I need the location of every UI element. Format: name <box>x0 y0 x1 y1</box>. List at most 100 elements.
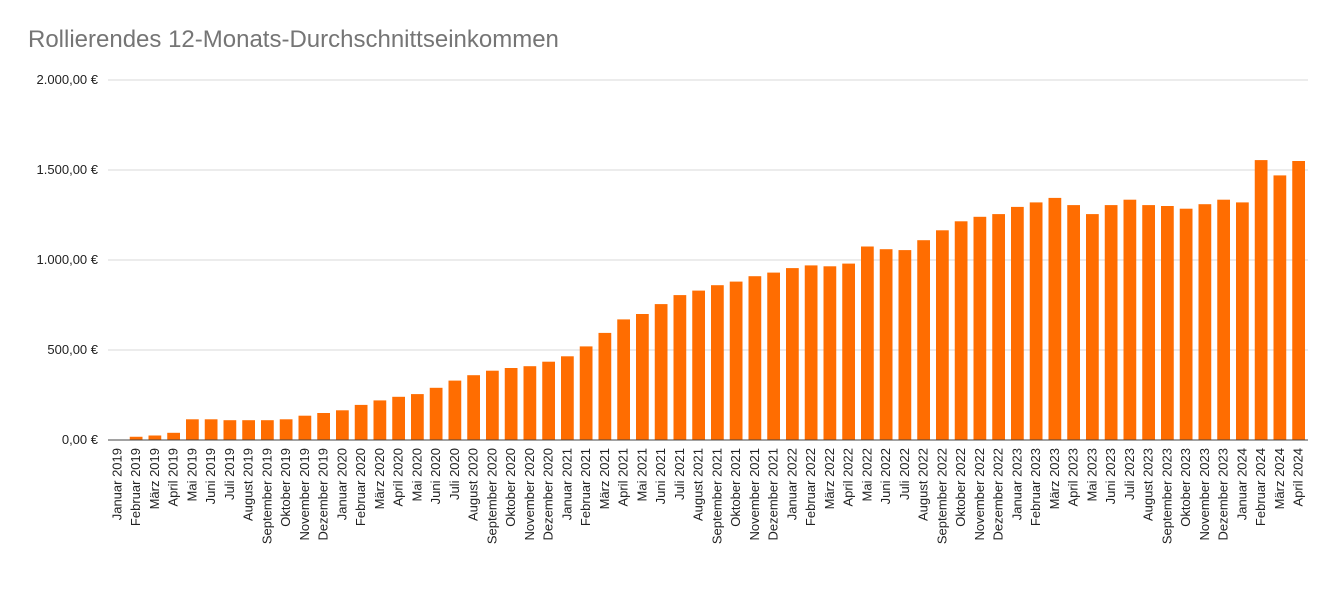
bar <box>373 400 387 440</box>
x-tick-label: April 2023 <box>1066 448 1081 507</box>
x-tick-label: Juni 2023 <box>1103 448 1118 504</box>
bar <box>879 249 893 440</box>
x-tick-label: September 2020 <box>484 448 499 544</box>
y-tick-label: 500,00 € <box>47 342 98 357</box>
chart-title: Rollierendes 12-Monats-Durchschnittseink… <box>28 26 559 53</box>
bar <box>1161 206 1174 440</box>
bar <box>186 419 199 440</box>
bar <box>729 281 743 440</box>
bar <box>636 314 649 440</box>
bar <box>261 420 274 440</box>
x-tick-label: Oktober 2020 <box>503 448 518 527</box>
bar <box>654 304 668 440</box>
x-tick-label: Februar 2023 <box>1028 448 1043 526</box>
x-tick-label: Januar 2024 <box>1234 448 1249 520</box>
bar <box>1086 214 1099 440</box>
bar <box>898 250 912 440</box>
x-tick-label: Februar 2019 <box>128 448 143 526</box>
bar <box>954 221 968 440</box>
bar <box>504 368 518 440</box>
x-tick-label: Mai 2020 <box>409 448 424 501</box>
x-tick-label: Mai 2021 <box>634 448 649 501</box>
x-tick-label: Januar 2023 <box>1009 448 1024 520</box>
bar <box>429 387 443 440</box>
x-tick-label: Mai 2019 <box>184 448 199 501</box>
x-tick-label: Dezember 2021 <box>766 448 781 541</box>
bar <box>1029 202 1043 440</box>
bar <box>804 265 818 440</box>
bar <box>223 420 237 440</box>
bar <box>1104 205 1118 440</box>
bars <box>129 160 1305 440</box>
x-tick-label: Februar 2020 <box>353 448 368 526</box>
x-tick-label: November 2019 <box>297 448 312 541</box>
x-tick-label: August 2022 <box>916 448 931 521</box>
bar <box>767 272 780 440</box>
bar <box>148 435 162 440</box>
bar <box>579 346 593 440</box>
x-tick-label: Juli 2021 <box>672 448 687 500</box>
bar <box>673 295 687 440</box>
bar <box>486 370 499 440</box>
x-tick-label: Oktober 2019 <box>278 448 293 527</box>
x-tick-label: Dezember 2019 <box>316 448 331 541</box>
x-tick-label: November 2020 <box>522 448 537 541</box>
bar <box>786 268 799 440</box>
x-tick-label: August 2021 <box>691 448 706 521</box>
bar <box>692 290 705 440</box>
x-tick-label: Juli 2022 <box>897 448 912 500</box>
x-tick-label: Februar 2024 <box>1253 448 1268 526</box>
x-tick-label: August 2023 <box>1141 448 1156 521</box>
x-tick-label: Juni 2020 <box>428 448 443 504</box>
bar <box>973 216 987 440</box>
x-tick-label: März 2024 <box>1272 448 1287 509</box>
y-tick-label: 0,00 € <box>62 432 99 447</box>
x-tick-label: Februar 2021 <box>578 448 593 526</box>
x-tick-label: April 2022 <box>841 448 856 507</box>
bar <box>298 415 312 440</box>
bar <box>711 285 724 440</box>
x-tick-label: Juni 2019 <box>203 448 218 504</box>
x-tick-label: September 2023 <box>1159 448 1174 544</box>
x-tick-label: Juli 2023 <box>1122 448 1137 500</box>
bar <box>748 276 762 440</box>
bar <box>523 366 537 440</box>
x-tick-label: Oktober 2021 <box>728 448 743 527</box>
bar <box>129 436 143 440</box>
x-tick-label: Januar 2019 <box>109 448 124 520</box>
x-tick-label: März 2022 <box>822 448 837 509</box>
bar <box>936 230 949 440</box>
x-tick-label: August 2020 <box>466 448 481 521</box>
bar <box>861 246 874 440</box>
bar <box>167 432 180 440</box>
bar <box>1217 199 1230 440</box>
x-tick-label: Oktober 2022 <box>953 448 968 527</box>
bar <box>1142 205 1155 440</box>
bar <box>279 419 293 440</box>
bar <box>1179 208 1193 440</box>
bar <box>842 263 855 440</box>
bar <box>242 420 255 440</box>
x-tick-label: März 2021 <box>597 448 612 509</box>
x-tick-label: August 2019 <box>241 448 256 521</box>
x-tick-label: Dezember 2022 <box>991 448 1006 541</box>
x-tick-label: Februar 2022 <box>803 448 818 526</box>
bar <box>617 319 630 440</box>
y-tick-label: 1.500,00 € <box>37 162 99 177</box>
x-tick-label: Dezember 2023 <box>1216 448 1231 541</box>
bar <box>992 214 1005 440</box>
bar <box>204 419 218 440</box>
bar <box>823 266 837 440</box>
bar <box>392 396 405 440</box>
bar <box>1273 175 1287 440</box>
bar <box>1048 197 1062 440</box>
bar <box>411 394 424 440</box>
bar <box>917 240 930 440</box>
bar <box>1011 206 1024 440</box>
bar <box>598 332 612 440</box>
x-tick-label: September 2021 <box>709 448 724 544</box>
bar <box>448 380 462 440</box>
bar <box>561 356 574 440</box>
x-tick-label: Juli 2020 <box>447 448 462 500</box>
